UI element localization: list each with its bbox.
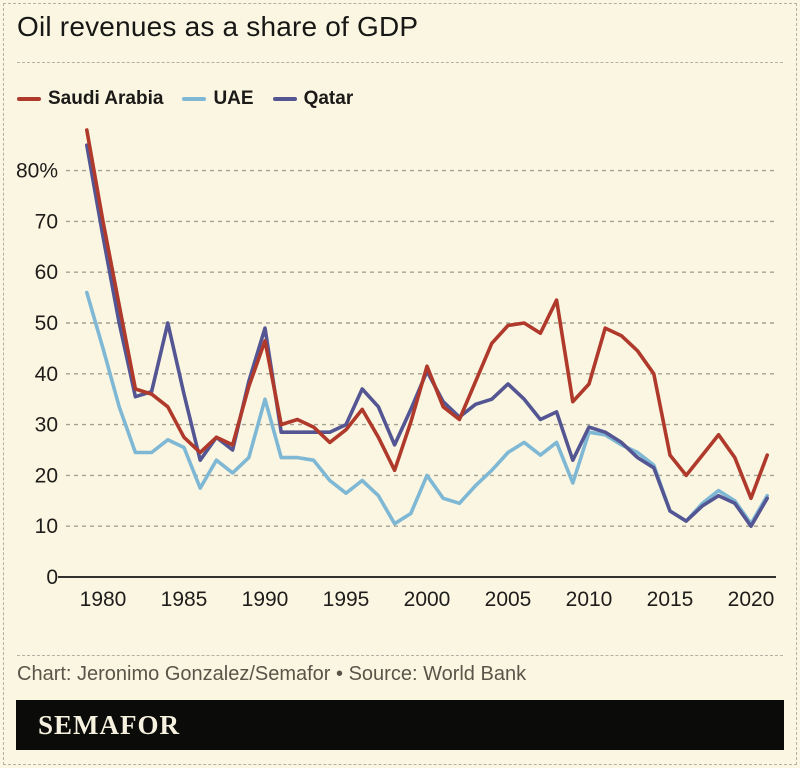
chart-title: Oil revenues as a share of GDP [17,11,419,42]
x-tick-label: 2020 [728,588,775,611]
legend-label: Saudi Arabia [48,88,164,109]
x-tick-label: 1980 [80,588,127,611]
series-line-saudi-arabia [85,128,770,501]
chart-caption: Chart: Jeronimo Gonzalez/Semafor • Sourc… [17,663,527,685]
footer-divider [17,655,783,656]
y-tick-label: 40 [35,363,58,386]
y-tick-label: 20 [35,464,58,487]
y-tick-label: 70 [35,210,58,233]
legend-item: UAE [182,88,254,110]
y-tick-label: 0 [46,566,58,589]
y-tick-label: 10 [35,515,58,538]
y-tick-label: 30 [35,414,58,437]
y-tick-label: 60 [35,261,58,284]
x-tick-label: 1985 [161,588,208,611]
legend-swatch [182,97,207,101]
legend-label: UAE [213,88,254,109]
semafor-logo-bar: SEMAFOR [16,700,784,750]
semafor-logo-text: SEMAFOR [38,709,180,740]
x-tick-label: 2005 [485,588,532,611]
x-tick-label: 2015 [647,588,694,611]
x-tick-label: 1990 [242,588,289,611]
header-divider [17,62,783,63]
x-tick-label: 2010 [566,588,613,611]
legend-swatch [272,97,297,101]
x-tick-label: 2000 [404,588,451,611]
legend-label: Qatar [303,88,354,109]
legend-swatch [17,97,41,101]
y-tick-label: 50 [35,312,58,335]
y-tick-label: 80% [16,160,58,183]
series-line-qatar [85,143,770,529]
x-tick-label: 1995 [323,588,370,611]
series-line-uae [85,290,770,526]
legend-item: Qatar [272,88,354,110]
legend: Saudi Arabia UAE Qatar [17,88,353,110]
legend-item: Saudi Arabia [17,88,163,110]
